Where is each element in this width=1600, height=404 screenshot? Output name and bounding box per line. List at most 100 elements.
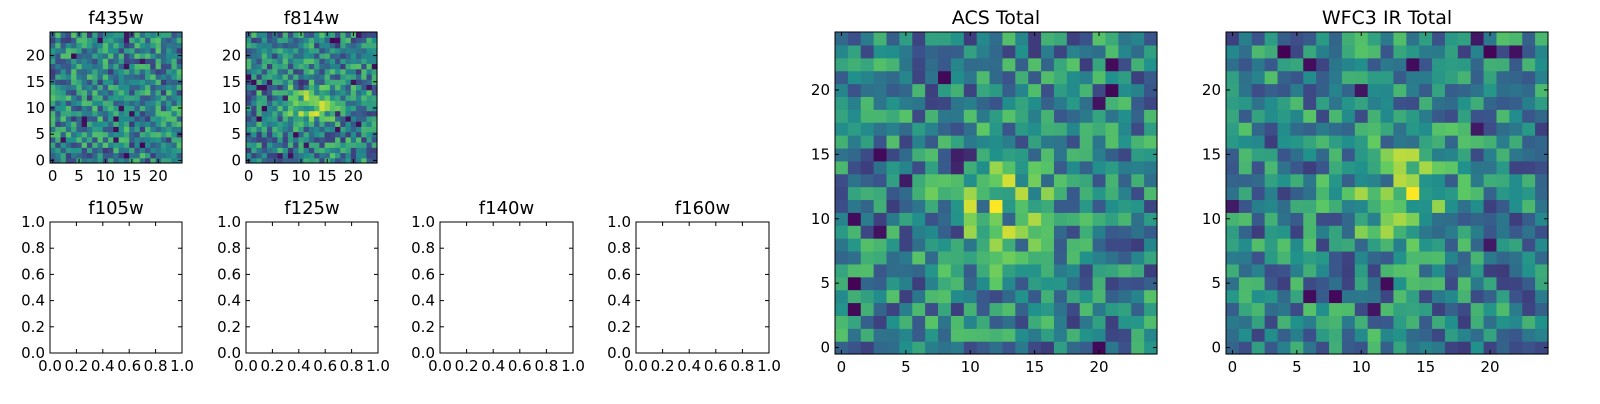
heatmap-cell [938,315,952,329]
heatmap-cell [886,238,900,252]
heatmap-cell [266,136,273,143]
heatmap-cell [1341,238,1356,252]
heatmap-cell [1303,135,1317,149]
heatmap-cell [55,58,62,65]
heatmap-cell [340,32,347,38]
heatmap-cell [293,100,299,106]
heatmap-cell [298,79,305,85]
heatmap-cell [123,37,130,44]
heatmap-cell [1131,289,1145,304]
x-tick-label: 10 [291,167,310,185]
heatmap-cell [277,105,284,112]
heatmap-cell [989,83,1004,97]
heatmap-cell [60,152,67,159]
heatmap-cell [166,32,173,38]
heatmap-cell [139,100,146,106]
heatmap-cell [963,173,978,188]
heatmap-cell [860,44,875,59]
heatmap-cell [1226,160,1240,175]
heatmap-cell [1522,199,1536,213]
heatmap-cell [1226,302,1240,316]
heatmap-cell [287,157,294,164]
heatmap-cell [938,109,952,123]
heatmap-cell [92,131,99,138]
heatmap-cell [873,263,888,278]
heatmap-cell [81,115,88,122]
heatmap-cell [1041,70,1055,85]
heatmap-cell [50,73,56,80]
heatmap-cell [1238,263,1253,278]
heatmap-cell [123,157,130,164]
heatmap-cell [266,157,273,164]
heatmap-cell [1522,32,1536,46]
heatmap-cell [1144,186,1158,201]
heatmap-cell [272,68,279,75]
heatmap-cell [282,68,289,75]
heatmap-cell [166,79,173,85]
heatmap-cell [345,42,352,49]
heatmap-cell [176,63,183,70]
heatmap-cell [1457,225,1472,239]
heatmap-cell [371,68,378,75]
heatmap-cell [81,32,88,38]
heatmap-cell [1406,186,1420,201]
y-tick-label: 20 [222,47,241,65]
heatmap-cell [1251,160,1266,175]
heatmap-cell [1238,186,1253,201]
heatmap-cell [1053,212,1068,226]
heatmap-cell [139,32,146,38]
heatmap-cell [287,89,294,96]
heatmap-cell [1419,109,1433,123]
heatmap-cell [55,37,62,44]
heatmap-cell [1041,57,1055,72]
heatmap-cell [314,131,320,138]
heatmap-cell [1419,263,1433,278]
heatmap-cell [1264,147,1279,162]
heatmap-cell [1329,160,1343,175]
heatmap-cell [366,58,373,65]
heatmap-cell [873,238,888,252]
heatmap-cell [1066,96,1081,110]
heatmap-cell [246,100,252,106]
x-tick-label: 0.0 [428,357,452,375]
heatmap-cell [97,52,104,59]
heatmap-cell [335,84,341,91]
heatmap-cell [356,157,362,164]
heatmap-cell [1053,186,1068,201]
heatmap-cell [282,94,289,101]
heatmap-cell [1131,173,1145,188]
heatmap-cell [60,131,67,138]
heatmap-cell [873,341,888,355]
axes-frame [49,221,183,354]
heatmap-cell [81,47,88,54]
heatmap-cell [938,32,952,46]
heatmap-cell [150,89,157,96]
y-tick-label: 15 [26,73,45,91]
heatmap-cell [308,100,315,106]
x-tick-label: 5 [1292,358,1302,376]
heatmap-cell [1092,96,1107,110]
heatmap-cell [1028,32,1042,46]
heatmap-cell [71,84,77,91]
heatmap-cell [1444,173,1459,188]
heatmap-cell [293,89,299,96]
heatmap-cell [1522,122,1536,136]
heatmap-cell [1380,32,1395,46]
heatmap-cell [835,70,849,85]
heatmap-cell [1419,250,1433,265]
heatmap-cell [1341,109,1356,123]
heatmap-cell [1303,160,1317,175]
heatmap-cell [963,212,978,226]
heatmap-cell [282,79,289,85]
heatmap-cell [55,142,62,148]
heatmap-cell [1277,83,1291,97]
heatmap-cell [324,115,331,122]
heatmap-cell [1535,57,1549,72]
heatmap-cell [287,115,294,122]
heatmap-cell [1066,57,1081,72]
heatmap-cell [1015,135,1029,149]
heatmap-cell [166,142,173,148]
heatmap-cell [97,94,104,101]
heatmap-cell [1354,302,1369,316]
